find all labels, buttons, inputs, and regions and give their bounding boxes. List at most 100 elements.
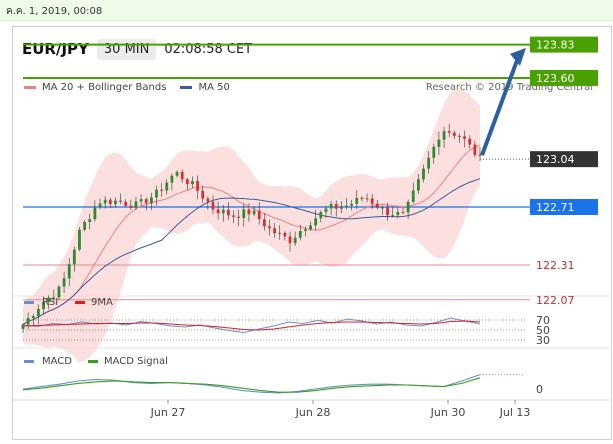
candle-body: [355, 198, 359, 204]
candle-body: [185, 179, 189, 185]
candle-body: [155, 189, 158, 198]
candle-body: [72, 249, 76, 265]
ma50-line: [22, 178, 481, 325]
candle-body: [391, 215, 395, 217]
x-tick-label: Jun 30: [430, 406, 466, 419]
candle-body: [211, 201, 215, 210]
candle-body: [242, 209, 246, 218]
macd-tick-label: 0: [536, 383, 543, 396]
candle-body: [191, 181, 194, 185]
candle-body: [478, 154, 482, 156]
candle-body: [411, 190, 415, 202]
rsi9ma-legend-swatch: [75, 301, 85, 304]
forecast-arrow-head: [510, 47, 526, 66]
x-tick-label: Jun 28: [295, 406, 331, 419]
level-label-box: [530, 151, 598, 168]
candle-body: [283, 232, 287, 237]
macd-legend-swatch: [24, 360, 34, 363]
candle-body: [103, 199, 107, 204]
candle-body: [47, 297, 51, 303]
candle-body: [458, 135, 461, 137]
candle-body: [350, 203, 354, 206]
rsi-legend-label: RSI: [42, 297, 58, 308]
rsi-tick-label: 50: [536, 324, 550, 337]
macd-signal-legend-label: MACD Signal: [104, 356, 168, 367]
candle-body: [370, 198, 374, 204]
candle-body: [144, 199, 148, 204]
candle-body: [78, 229, 81, 250]
candle-body: [62, 278, 66, 287]
candle-body: [416, 179, 420, 191]
candle-body: [175, 172, 179, 176]
chart-credit: Research © 2019 Trading Central: [425, 82, 593, 93]
level-label-box: [530, 199, 598, 215]
rsi-tick-label: 30: [536, 334, 550, 347]
candle-body: [98, 203, 102, 208]
candle-body: [134, 201, 138, 208]
candle-body: [196, 181, 199, 191]
candle-body: [216, 209, 220, 214]
candle-body: [247, 209, 251, 215]
candle-body: [129, 205, 133, 208]
candle-body: [473, 144, 477, 155]
x-tick-label: Jul 13: [499, 406, 531, 419]
candle-body: [427, 157, 431, 169]
ma50-legend-label: MA 50: [198, 82, 230, 93]
candle-body: [93, 207, 97, 220]
candle-body: [237, 216, 241, 218]
candle-body: [422, 168, 425, 180]
ma20-legend-label: MA 20 + Bollinger Bands: [42, 82, 167, 93]
candle-body: [339, 206, 343, 209]
rsi-legend-swatch: [24, 301, 34, 304]
macd-legend-label: MACD: [42, 356, 72, 367]
candle-body: [386, 207, 389, 216]
level-label: 123.83: [536, 39, 575, 52]
price-legend: MA 20 + Bollinger Bands MA 50: [24, 82, 230, 93]
candle-body: [83, 221, 87, 230]
ma20-swatch: [24, 86, 36, 89]
candle-body: [298, 231, 302, 238]
candle-body: [226, 209, 230, 216]
rsi-9ma-line: [22, 320, 481, 331]
macd-line: [22, 374, 481, 394]
candle-body: [114, 200, 117, 205]
candle-body: [324, 208, 328, 213]
candle-body: [304, 229, 307, 232]
timestamp: ค.ค. 1, 2019, 00:08: [6, 6, 103, 17]
candle-body: [396, 212, 400, 216]
timestamp-bar: ค.ค. 1, 2019, 00:08: [0, 0, 613, 21]
candle-body: [437, 139, 441, 147]
rsi9ma-legend-label: 9MA: [91, 297, 113, 308]
candle-body: [206, 198, 210, 202]
candle-body: [42, 302, 45, 310]
forecast-arrow: [480, 57, 520, 156]
bollinger-band: [23, 88, 480, 363]
candle-body: [360, 198, 364, 200]
candle-body: [406, 201, 410, 213]
candle-body: [381, 207, 384, 209]
candle-body: [201, 190, 205, 199]
candle-body: [57, 286, 61, 298]
candle-body: [232, 215, 235, 217]
x-tick-label: Jun 27: [150, 406, 186, 419]
candle-body: [319, 212, 323, 219]
candle-body: [432, 146, 436, 158]
candle-body: [293, 237, 297, 244]
candle-body: [52, 297, 56, 299]
rsi-tick-label: 70: [536, 314, 550, 327]
candle-body: [26, 318, 30, 325]
level-label: 122.31: [536, 259, 575, 272]
candle-body: [108, 199, 112, 205]
candle-body: [401, 212, 405, 214]
level-label: 122.07: [536, 294, 575, 307]
candle-body: [468, 138, 472, 145]
candle-body: [124, 201, 128, 206]
candle-body: [257, 210, 261, 220]
candle-body: [273, 228, 277, 234]
candle-body: [170, 175, 174, 183]
level-label: 122.71: [536, 201, 575, 214]
candle-body: [452, 132, 456, 136]
macd-signal-line: [22, 377, 481, 393]
candle-body: [345, 205, 348, 207]
candle-body: [365, 198, 369, 200]
